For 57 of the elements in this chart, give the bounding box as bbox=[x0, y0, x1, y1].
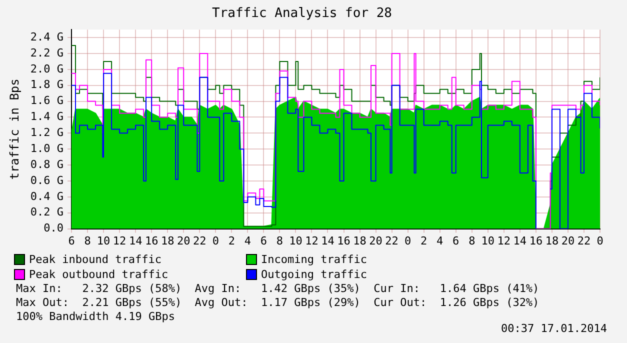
y-tick-label: 1.6 G bbox=[30, 94, 64, 108]
x-tick-label: 0 bbox=[404, 234, 412, 248]
legend-label: Peak outbound traffic bbox=[29, 268, 168, 280]
y-axis-title: traffic in Bps bbox=[7, 78, 22, 180]
x-tick-label: 8 bbox=[468, 234, 476, 248]
legend-label: Peak inbound traffic bbox=[29, 252, 162, 266]
x-tick-label: 4 bbox=[244, 234, 252, 248]
y-tick-label: 0.2 G bbox=[30, 206, 64, 219]
x-tick-label: 14 bbox=[513, 234, 527, 248]
x-tick-label: 22 bbox=[385, 234, 398, 248]
text: Max In: 2.32 GBps (58%) Avg In: 1.42 GBps (35%) Cur In: 1.64 GBps (41%) bbox=[16, 282, 540, 295]
x-tick-label: 18 bbox=[160, 234, 174, 248]
x-tick-label: 10 bbox=[96, 234, 110, 248]
x-tick-label: 20 bbox=[561, 234, 575, 248]
x-tick-label: 0 bbox=[596, 234, 604, 248]
x-tick-label: 16 bbox=[337, 234, 350, 248]
x-tick-label: 10 bbox=[481, 234, 495, 248]
x-tick-label: 14 bbox=[128, 234, 143, 248]
x-tick-label: 22 bbox=[577, 234, 591, 248]
x-tick-label: 10 bbox=[289, 234, 302, 248]
x-tick-label: 8 bbox=[84, 234, 91, 248]
text: Incoming traffic bbox=[261, 252, 367, 266]
y-tick-label: 0.8 G bbox=[30, 158, 64, 171]
x-tick-label: 14 bbox=[321, 234, 335, 248]
text: Max Out: 2.21 GBps (55%) Avg Out: 1.17 GBps (29%) Cur Out: 1.26 GBps (32%) bbox=[16, 296, 540, 309]
x-tick-label: 6 bbox=[452, 234, 460, 248]
chart-title: Traffic Analysis for 28 bbox=[212, 6, 392, 22]
y-tick-label: 2.4 G bbox=[30, 30, 64, 44]
y-tick-label: 1.0 G bbox=[30, 142, 64, 155]
text: 00:37 17.01.2014 bbox=[501, 322, 607, 335]
y-tick-label: 0.4 G bbox=[30, 190, 64, 203]
y-tick-label: 1.2 G bbox=[30, 126, 64, 140]
x-tick-label: 22 bbox=[193, 234, 206, 248]
y-tick-label: 1.8 G bbox=[30, 78, 64, 92]
y-tick-label: 2.2 G bbox=[30, 46, 64, 60]
x-tick-label: 20 bbox=[369, 234, 382, 248]
x-tick-label: 2 bbox=[420, 234, 428, 248]
x-tick-label: 12 bbox=[305, 234, 318, 248]
x-tick-label: 8 bbox=[276, 234, 284, 248]
text: 100% Bandwidth 4.19 GBps bbox=[16, 310, 175, 323]
y-tick-label: 1.4 G bbox=[30, 110, 64, 124]
x-tick-label: 18 bbox=[353, 234, 366, 248]
x-tick-label: 16 bbox=[144, 234, 158, 248]
x-tick-label: 6 bbox=[68, 234, 75, 248]
x-tick-label: 16 bbox=[529, 234, 543, 248]
x-tick-label: 6 bbox=[260, 234, 267, 248]
x-tick-label: 2 bbox=[228, 234, 235, 248]
x-tick-label: 0 bbox=[212, 234, 219, 248]
y-tick-label: 2.0 G bbox=[30, 62, 64, 76]
x-tick-label: 12 bbox=[497, 234, 511, 248]
y-tick-label: 0.6 G bbox=[30, 174, 64, 187]
x-tick-label: 20 bbox=[176, 234, 190, 248]
legend-label: Outgoing traffic bbox=[261, 268, 367, 280]
x-tick-label: 4 bbox=[436, 234, 444, 248]
y-tick-label: 0.0 bbox=[44, 222, 64, 235]
x-tick-label: 18 bbox=[545, 234, 559, 248]
x-tick-label: 12 bbox=[112, 234, 126, 248]
